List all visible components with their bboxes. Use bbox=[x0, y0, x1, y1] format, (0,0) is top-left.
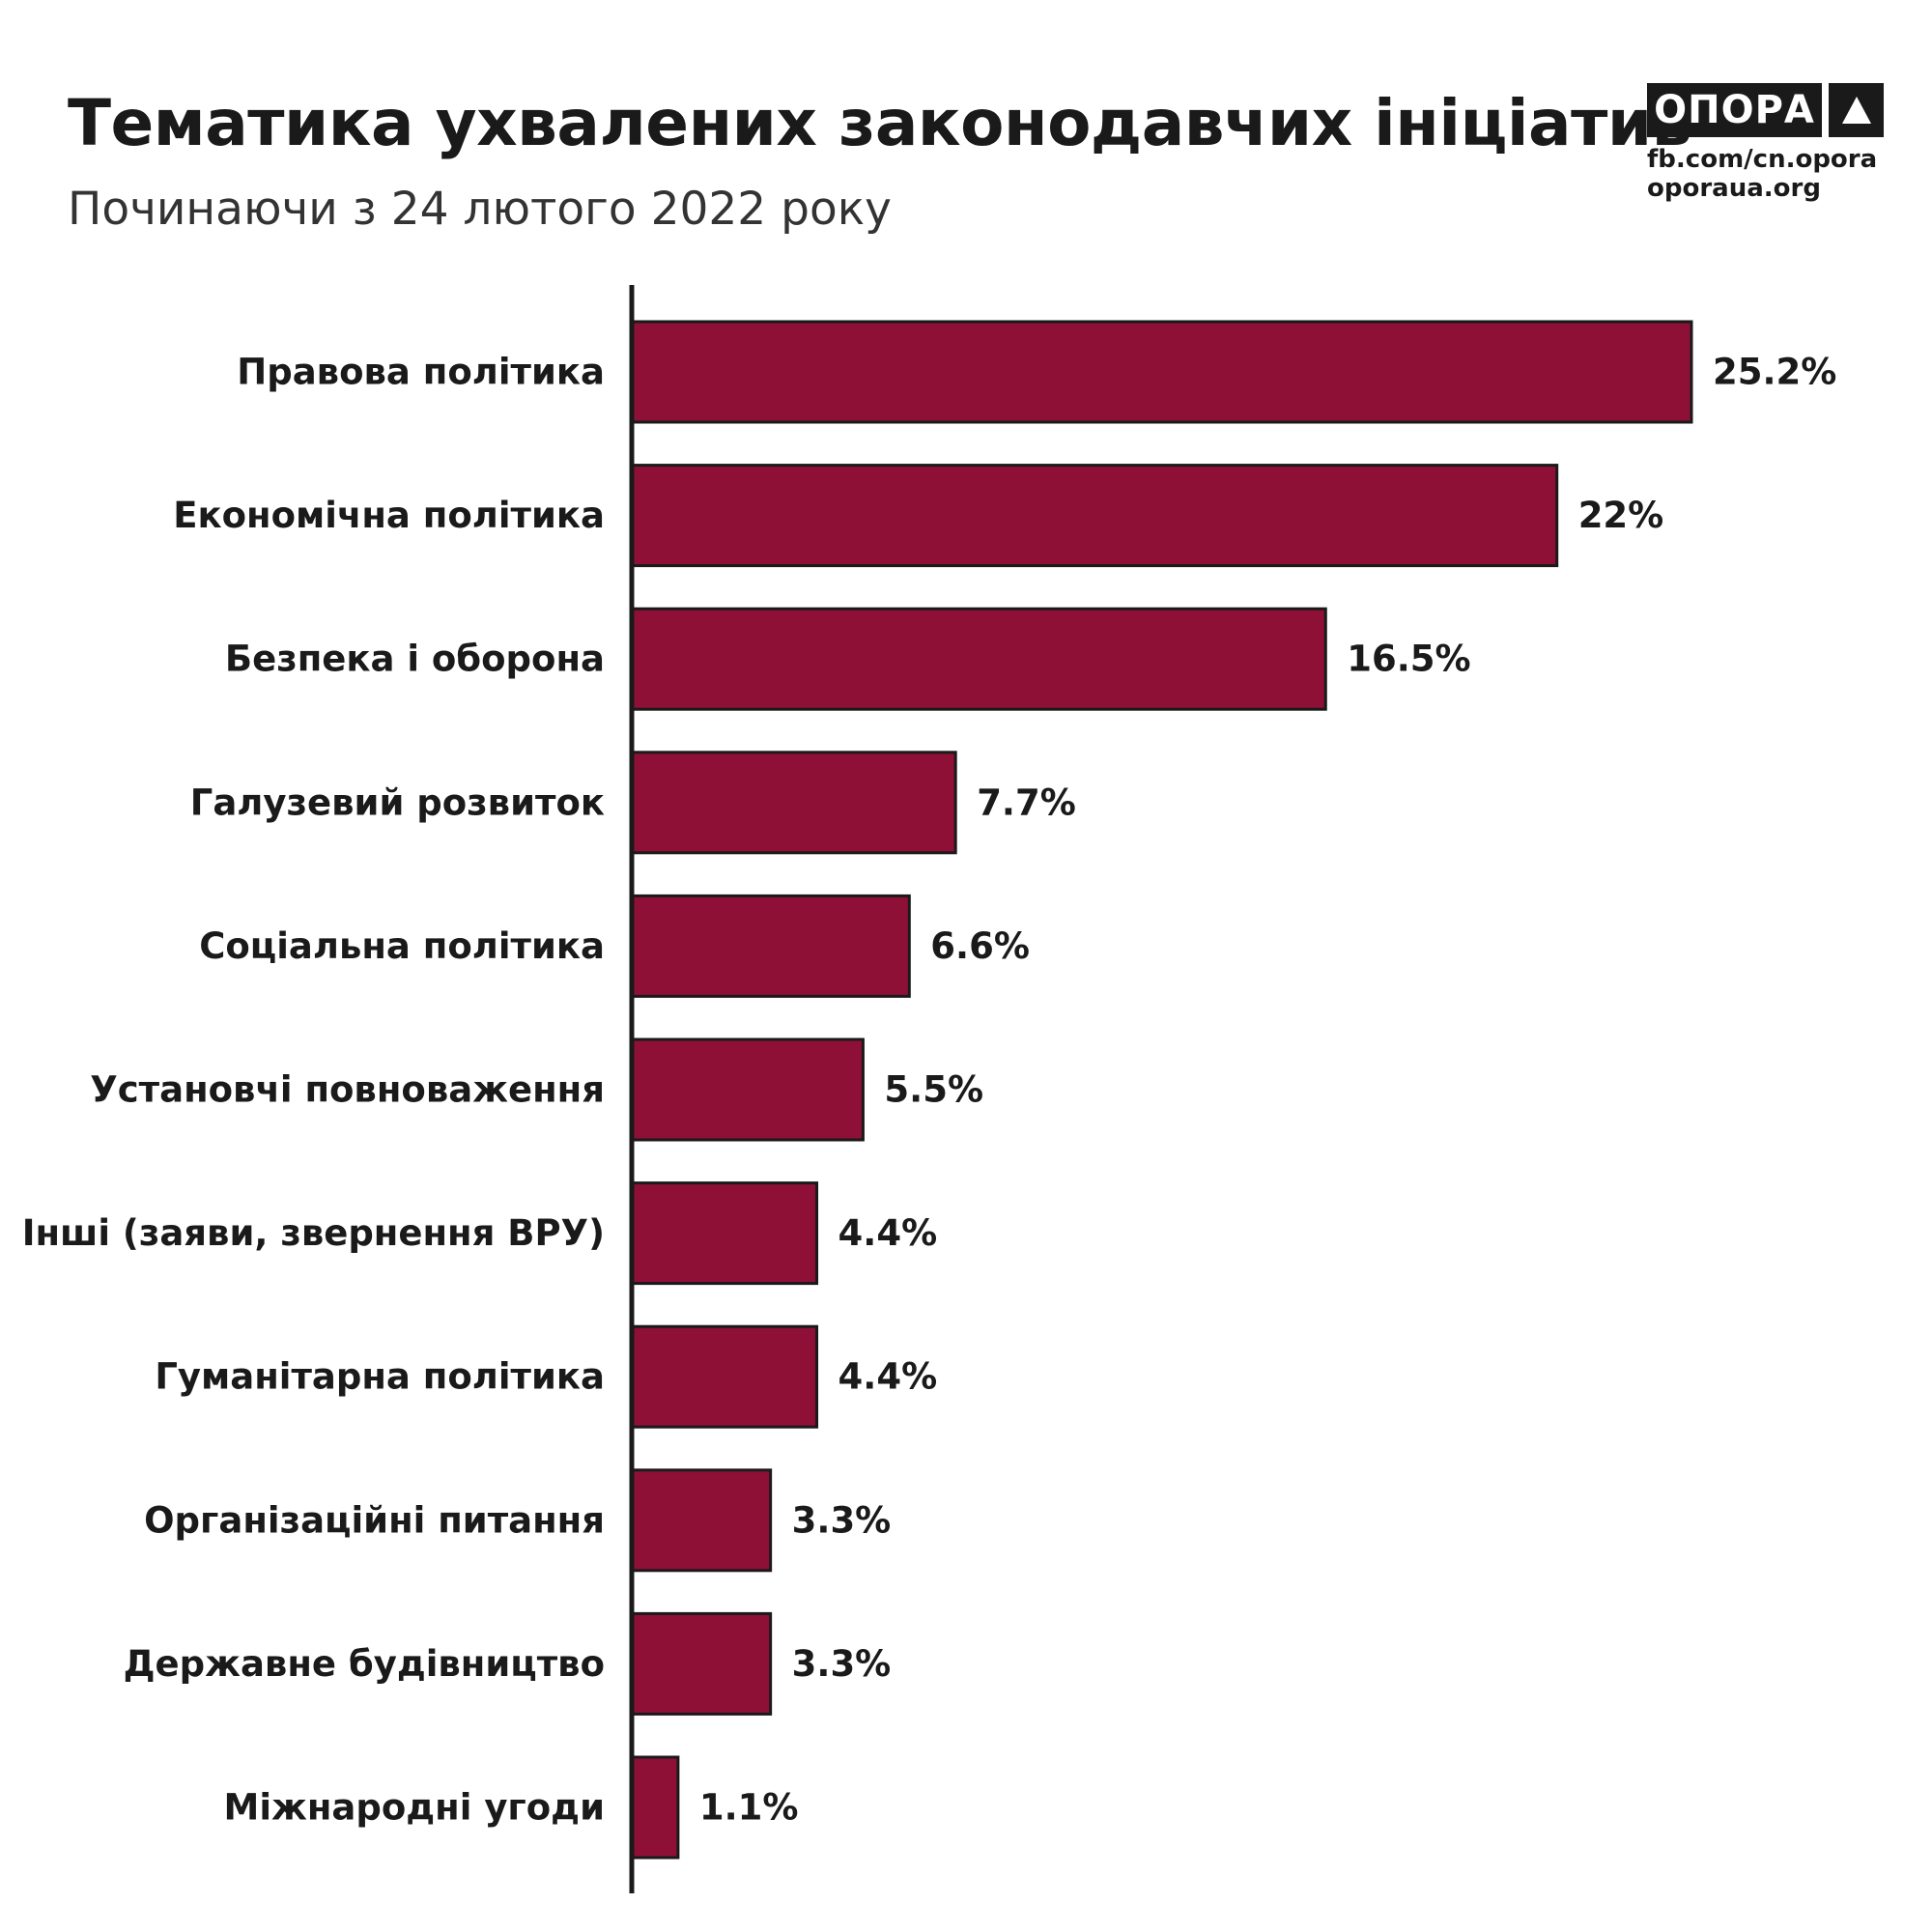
value-label: 16.5% bbox=[1347, 639, 1470, 680]
bar bbox=[630, 320, 1693, 424]
bar bbox=[630, 607, 1327, 711]
chart-title: Тематика ухвалених законодавчих ініціати… bbox=[68, 86, 1691, 160]
bar bbox=[630, 751, 957, 855]
value-label: 4.4% bbox=[838, 1212, 938, 1254]
facebook-link[interactable]: fb.com/cn.opora bbox=[1647, 145, 1878, 174]
bar bbox=[630, 1037, 865, 1142]
category-label: Міжнародні угоди bbox=[224, 1787, 605, 1829]
bar bbox=[630, 464, 1559, 568]
category-label: Галузевий розвиток bbox=[190, 781, 605, 823]
category-label: Гуманітарна політика bbox=[155, 1356, 605, 1398]
category-label: Державне будівництво bbox=[124, 1643, 605, 1685]
bar bbox=[630, 894, 911, 998]
opora-logo: ОПОРА bbox=[1647, 83, 1884, 137]
category-label: Установчі повноваження bbox=[90, 1069, 605, 1111]
triangle-icon bbox=[1829, 83, 1884, 137]
category-label: Економічна політика bbox=[173, 495, 605, 536]
value-label: 1.1% bbox=[699, 1787, 799, 1829]
value-label: 6.6% bbox=[930, 925, 1030, 967]
brand-block: ОПОРА fb.com/cn.opora oporaua.org bbox=[1647, 83, 1884, 203]
value-label: 7.7% bbox=[977, 781, 1076, 823]
value-label: 22% bbox=[1578, 495, 1664, 536]
bar bbox=[630, 1755, 680, 1860]
value-label: 3.3% bbox=[792, 1499, 892, 1541]
value-label: 4.4% bbox=[838, 1356, 938, 1398]
bar bbox=[630, 1611, 773, 1716]
chart-subtitle: Починаючи з 24 лютого 2022 року bbox=[68, 183, 892, 236]
category-label: Безпека і оборона bbox=[225, 639, 605, 680]
value-label: 5.5% bbox=[884, 1069, 983, 1111]
category-label: Організаційні питання bbox=[144, 1499, 605, 1541]
category-label: Соціальна політика bbox=[199, 925, 605, 967]
value-label: 3.3% bbox=[792, 1643, 892, 1685]
bar bbox=[630, 1468, 773, 1573]
logo-text: ОПОРА bbox=[1647, 83, 1822, 137]
website-link[interactable]: oporaua.org bbox=[1647, 174, 1821, 203]
category-label: Інші (заяви, звернення ВРУ) bbox=[22, 1212, 605, 1254]
bar bbox=[630, 1324, 819, 1429]
category-label: Правова політика bbox=[237, 352, 605, 393]
bar bbox=[630, 1181, 819, 1286]
value-label: 25.2% bbox=[1713, 352, 1836, 393]
